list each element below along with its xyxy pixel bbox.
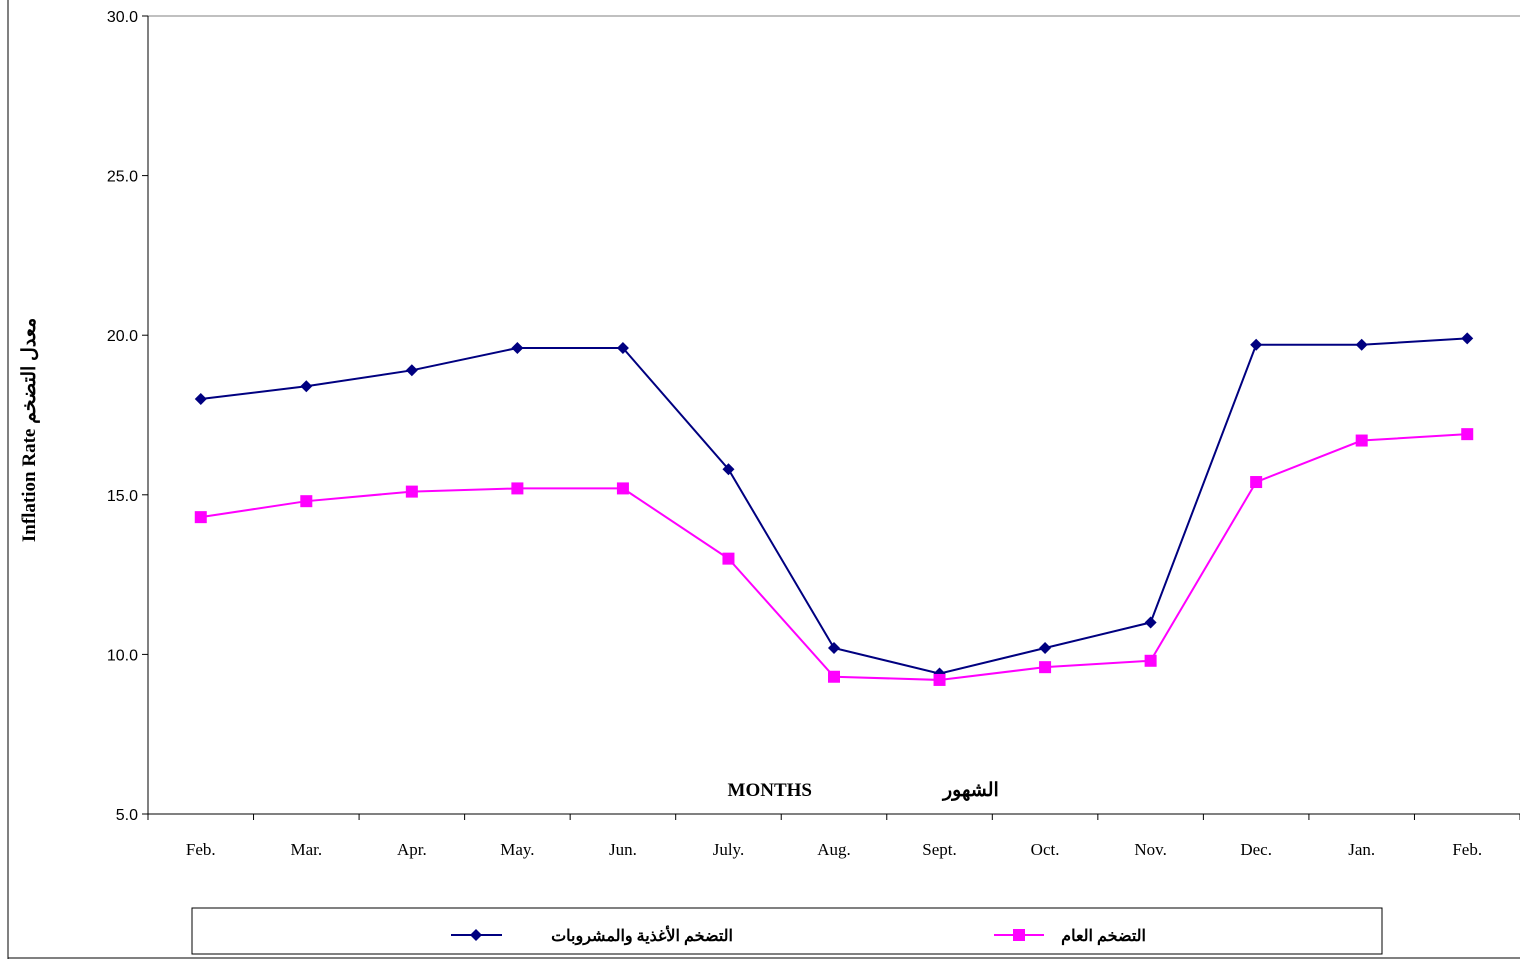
x-axis-title-ar: الشهور	[941, 780, 999, 801]
y-axis-title: Inflation Rate معدل التضخم	[19, 318, 40, 542]
data-point-square	[933, 673, 946, 686]
legend-item-food: التضخم الأغذية والمشروبات	[451, 925, 733, 946]
y-tick-label: 15.0	[107, 488, 138, 505]
legend: التضخم الأغذية والمشروبات التضخم العام	[191, 907, 1383, 955]
data-point-diamond	[722, 463, 735, 476]
series-line	[200, 337, 1468, 675]
x-axis-ticks: Feb. Mar. Apr. May. Jun. July. Aug. Sept. Oct. No…	[147, 814, 1520, 859]
x-tick-label: Apr.	[397, 840, 427, 859]
data-point-diamond	[616, 341, 629, 354]
x-tick-label: Nov.	[1134, 840, 1166, 859]
x-tick-label: Mar.	[290, 840, 322, 859]
data-point-diamond	[511, 341, 524, 354]
data-point-diamond	[194, 393, 207, 406]
series-general-inflation	[194, 428, 1474, 686]
y-tick-label: 25.0	[107, 169, 138, 186]
series-food-beverages	[194, 332, 1474, 680]
x-tick-label: May.	[500, 840, 534, 859]
data-point-square	[511, 482, 524, 495]
y-tick-label: 20.0	[107, 328, 138, 345]
data-point-diamond	[1355, 338, 1368, 351]
x-tick-label: Jun.	[609, 840, 637, 859]
x-axis-title-en: MONTHS	[728, 780, 812, 801]
data-point-square	[1039, 661, 1052, 674]
data-point-square	[300, 495, 313, 508]
data-point-square	[1144, 654, 1157, 667]
x-tick-label: Dec.	[1240, 840, 1272, 859]
data-point-diamond	[1144, 616, 1157, 629]
data-point-square	[194, 511, 207, 524]
x-tick-label: Oct.	[1031, 840, 1060, 859]
data-point-square	[1250, 476, 1263, 489]
legend-square-marker-icon	[1013, 929, 1025, 941]
y-tick-label: 10.0	[107, 647, 138, 664]
legend-diamond-marker-icon	[470, 929, 482, 941]
data-point-diamond	[1250, 338, 1263, 351]
y-axis-ticks: 5.0 10.0 15.0 20.0 25.0 30.0	[107, 9, 148, 824]
data-point-square	[616, 482, 629, 495]
data-point-diamond	[1461, 332, 1474, 345]
plot-border	[147, 15, 1520, 815]
data-point-diamond	[300, 380, 313, 393]
legend-item-general: التضخم العام	[994, 928, 1146, 946]
data-point-diamond	[828, 642, 840, 655]
data-point-square	[828, 670, 840, 683]
legend-label-food: التضخم الأغذية والمشروبات	[551, 925, 733, 946]
x-tick-label: Aug.	[817, 840, 851, 859]
x-tick-label: Jan.	[1348, 840, 1375, 859]
data-point-diamond	[405, 364, 418, 377]
data-point-square	[1355, 434, 1368, 447]
y-tick-label: 30.0	[107, 9, 138, 26]
data-point-square	[722, 552, 735, 565]
y-tick-label: 5.0	[116, 807, 138, 824]
x-tick-label: Sept.	[922, 840, 956, 859]
legend-box	[191, 907, 1383, 955]
x-tick-label: Feb.	[186, 840, 216, 859]
x-tick-label: July.	[713, 840, 745, 859]
x-tick-label: Feb.	[1452, 840, 1482, 859]
x-axis-title: MONTHS	[728, 780, 812, 801]
legend-label-general: التضخم العام	[1061, 928, 1146, 946]
data-point-diamond	[1039, 642, 1052, 655]
data-point-square	[405, 485, 418, 498]
plot-area	[147, 15, 1520, 815]
data-point-square	[1461, 428, 1474, 441]
series-layer	[194, 332, 1474, 686]
